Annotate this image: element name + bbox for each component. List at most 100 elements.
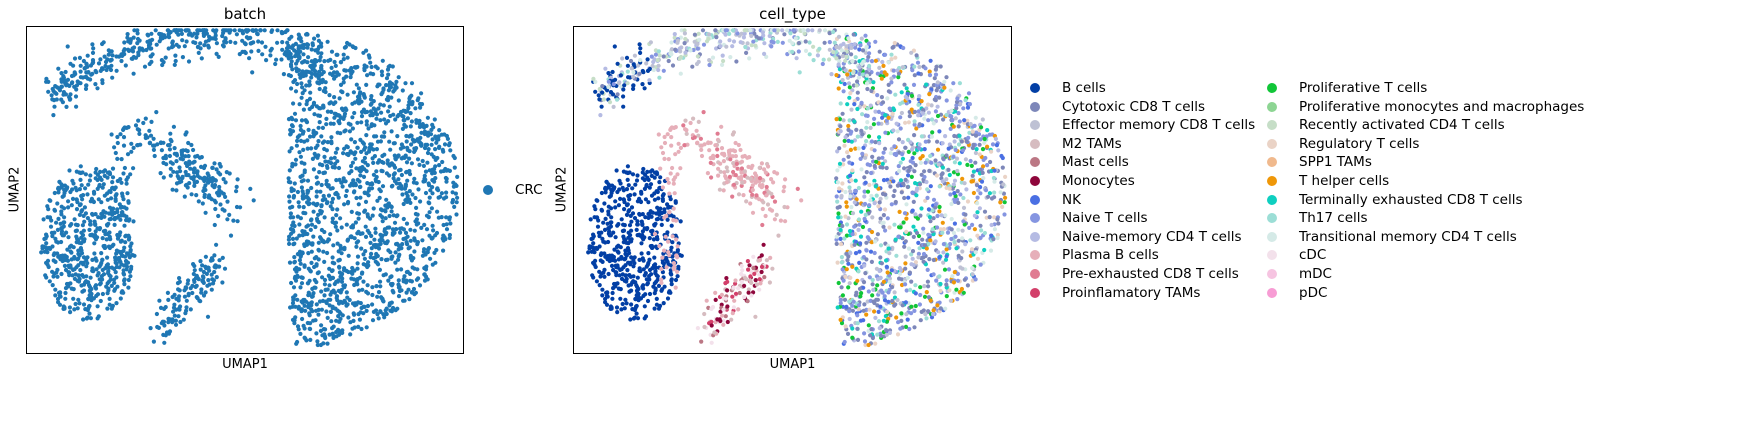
data-point [96,215,101,220]
data-point [962,181,967,186]
data-point [873,239,878,244]
data-point [899,311,904,316]
data-point [430,223,435,228]
data-point [380,219,385,224]
data-point [366,126,371,131]
data-point [374,147,379,152]
data-point [407,271,413,276]
data-point [289,34,294,39]
data-point [72,307,77,312]
data-point [880,115,885,120]
data-point [953,116,958,121]
data-point [859,128,864,133]
data-point [82,219,87,224]
data-point [867,203,872,208]
data-point [864,312,869,317]
data-point [979,179,985,184]
data-point [403,182,408,187]
data-point [329,141,334,146]
data-point [960,266,965,271]
data-point [405,147,410,153]
data-point [41,217,46,222]
data-point [836,86,841,91]
data-point [624,55,630,60]
data-point [93,82,98,87]
data-point [441,222,446,228]
data-point [866,236,871,241]
data-point [311,209,316,214]
data-point [323,287,328,292]
data-point [801,28,806,33]
data-point [402,274,407,279]
data-point [878,243,884,248]
data-point [941,156,946,161]
data-point [86,297,91,302]
data-point [45,250,50,255]
data-point [295,297,300,302]
data-point [301,205,306,210]
data-point [404,221,410,226]
data-point [328,277,333,282]
data-point [917,146,922,151]
data-point [310,286,315,291]
data-point [776,28,781,33]
data-point [322,277,328,283]
data-point [691,47,696,53]
data-point [803,48,809,53]
data-point [316,312,321,317]
data-point [315,342,320,348]
data-point [84,316,89,321]
data-point [911,234,916,239]
data-point [696,59,701,64]
data-point [85,53,90,58]
data-point [100,291,105,297]
data-point [762,41,767,46]
data-point [422,222,427,227]
data-point [893,302,898,307]
data-point [626,75,631,80]
data-point [159,148,164,153]
data-point [75,223,80,228]
data-point [361,304,366,309]
data-point [109,283,114,288]
data-point [192,279,197,284]
data-point [107,296,112,301]
data-point [70,196,76,201]
data-point [401,114,406,119]
data-point [846,36,851,41]
data-point [855,134,860,139]
data-point [884,72,889,77]
data-point [843,214,848,219]
data-point [403,81,408,86]
data-point [170,161,175,166]
data-point [857,260,862,265]
data-point [202,163,208,168]
data-point [180,157,185,162]
data-point [319,67,324,72]
data-point [846,254,851,259]
data-point [44,260,49,265]
data-point [935,104,940,109]
data-point [135,28,140,33]
data-point [199,290,204,295]
data-point [101,209,106,214]
data-point [195,31,200,36]
data-point [415,157,421,162]
data-point [67,270,72,275]
data-point [952,221,957,226]
data-point [425,150,431,156]
data-point [327,93,332,98]
data-point [922,243,928,248]
data-point [991,175,996,181]
data-point [172,313,177,318]
data-point [220,207,225,212]
data-point [76,263,81,268]
data-point [214,51,219,56]
data-point [404,139,409,144]
data-point [870,293,875,298]
data-point [908,165,913,170]
data-point [895,297,900,303]
data-point [973,277,978,282]
data-point [892,188,897,193]
data-point [334,178,339,183]
